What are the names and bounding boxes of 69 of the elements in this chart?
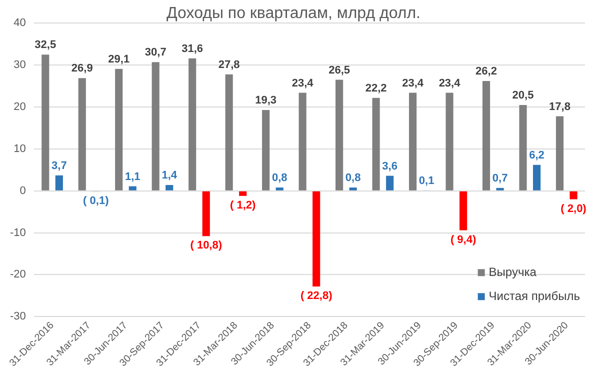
bar [386,176,394,190]
bar [446,92,454,190]
data-label: 23,4 [402,77,424,90]
data-label: ( 22,8) [300,290,333,302]
legend-label: Выручка [488,264,537,279]
data-label: 23,4 [292,77,314,90]
data-label: 29,1 [108,53,130,66]
bar [408,92,417,190]
data-label: 0,1 [418,174,434,187]
data-label: 3,7 [52,160,67,172]
data-label: 26,2 [476,66,497,78]
data-label: 30,7 [144,46,166,59]
data-label: 22,2 [365,82,387,94]
data-label: ( 2,0) [560,202,587,215]
bar [276,188,284,190]
bar [78,78,86,190]
legend-label: Чистая прибыль [488,288,580,303]
bar [55,175,63,190]
bar [336,80,344,190]
bar [262,110,270,190]
data-label: 17,8 [549,100,570,113]
y-tick-label: 20 [14,101,26,114]
data-label: 20,5 [512,89,534,102]
data-label: 23,4 [438,77,462,90]
data-label: 0,8 [272,172,288,184]
data-label: 26,9 [71,62,93,75]
bar [312,191,320,286]
y-tick-label: -20 [10,268,26,281]
bar [460,191,468,230]
data-label: 1,4 [162,170,178,182]
y-tick-label: -30 [10,310,26,323]
data-label: 6,2 [529,149,544,162]
data-label: ( 0,1) [83,194,110,207]
y-tick-label: 40 [14,17,26,30]
data-label: ( 10,8) [190,240,222,252]
bar [225,74,233,190]
bar [115,68,123,190]
data-label: 31,6 [182,42,204,55]
bar [556,116,564,190]
data-label: 0,8 [345,172,361,184]
bar [202,191,210,236]
data-label: 3,6 [382,160,398,172]
bar [519,104,527,190]
y-tick-label: 30 [14,59,26,72]
data-label: 0,7 [492,172,508,184]
bar [349,188,357,190]
bar [128,186,136,190]
chart-title: Доходы по кварталам, млрд долл. [166,5,420,22]
bar [239,191,247,196]
y-tick-label: -10 [10,226,26,239]
data-label: 1,1 [124,170,140,183]
bar [152,62,160,190]
bar [532,164,541,190]
data-label: 32,5 [34,39,56,52]
data-label: 27,8 [218,58,240,71]
bar [188,58,196,190]
data-label: 26,5 [328,64,350,76]
bar [166,185,174,190]
bar [42,54,50,190]
bar [372,98,380,190]
y-tick-label: 10 [14,142,26,155]
bar [496,188,504,190]
bar [298,92,306,190]
data-label: 19,3 [255,94,277,106]
bar [482,81,490,190]
data-label: ( 9,4) [450,234,476,246]
y-tick-label: 0 [20,184,26,197]
data-label: ( 1,2) [230,199,256,212]
bar [570,191,578,200]
